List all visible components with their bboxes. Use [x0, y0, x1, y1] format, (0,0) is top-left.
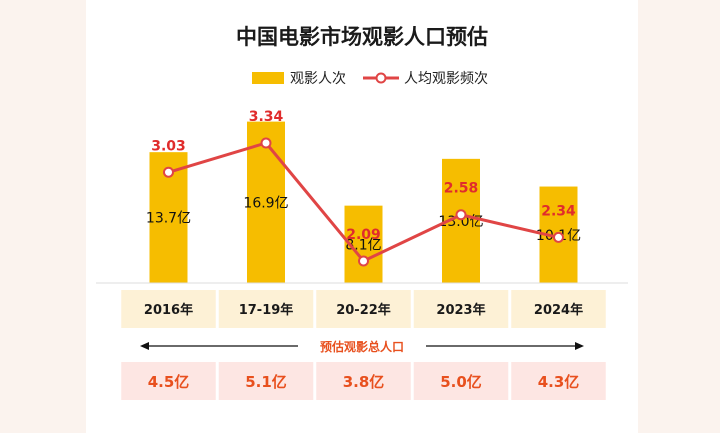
- frequency-value-label: 2.58: [444, 181, 479, 197]
- frequency-value-label: 2.34: [541, 203, 576, 219]
- total-cell: [121, 362, 216, 400]
- total-cell: [511, 362, 606, 400]
- line-point: [260, 137, 272, 149]
- bar: [247, 121, 285, 283]
- total-cell: [316, 362, 411, 400]
- frequency-value-label: 3.34: [249, 109, 284, 125]
- category-cell: [218, 290, 314, 328]
- legend-bar-swatch: [252, 72, 284, 84]
- frequency-labels: 3.03 3.34 2.09 2.58 2.34: [151, 109, 576, 243]
- total-value-label: 4.3亿: [538, 373, 580, 391]
- category-label: 20-22年: [336, 302, 391, 318]
- total-cell: [413, 362, 509, 400]
- total-value-label: 5.0亿: [440, 373, 482, 391]
- line-point: [455, 209, 467, 221]
- category-label: 17-19年: [239, 302, 294, 318]
- frequency-value-label: 2.09: [346, 227, 381, 243]
- legend-line-marker: [375, 72, 387, 84]
- total-value-label: 5.1亿: [245, 373, 287, 391]
- line-point: [358, 255, 369, 267]
- chart-card: 中国电影市场观影人口预估 观影人次 人均观影频次 13.7亿 16.9亿 8.1亿 1…: [86, 0, 638, 433]
- category-label: 2023年: [436, 302, 485, 318]
- category-cell: [121, 290, 216, 328]
- total-cell: [218, 362, 314, 400]
- bar-value-label: 16.9亿: [243, 195, 288, 211]
- total-value-label: 3.8亿: [343, 373, 385, 391]
- chart-svg: 中国电影市场观影人口预估 观影人次 人均观影频次 13.7亿16.9亿8.1亿1…: [96, 25, 628, 400]
- legend-bar-label: 观影人次: [290, 71, 346, 87]
- chart-title: 中国电影市场观影人口预估: [236, 25, 488, 49]
- category-cell: [511, 290, 606, 328]
- legend-line-label: 人均观影频次: [404, 71, 488, 87]
- total-band: 4.5亿 5.1亿 3.8亿 5.0亿 4.3亿: [121, 362, 606, 400]
- summary-caption: 预估观影总人口: [320, 339, 404, 354]
- category-cell: [413, 290, 509, 328]
- line-point: [553, 231, 564, 243]
- category-cell: [316, 290, 411, 328]
- summary-arrow: 预估观影总人口: [140, 339, 584, 354]
- legend: 观影人次 人均观影频次: [252, 71, 488, 87]
- category-label: 2024年: [534, 302, 583, 318]
- bar-value-label: 13.7亿: [146, 211, 191, 227]
- total-value-label: 4.5亿: [148, 373, 190, 391]
- line-point: [163, 166, 174, 178]
- category-band: 2016年 17-19年 20-22年 2023年 2024年: [121, 290, 606, 328]
- frequency-value-label: 3.03: [151, 138, 186, 154]
- frequency-points: [163, 137, 564, 267]
- category-label: 2016年: [144, 302, 193, 318]
